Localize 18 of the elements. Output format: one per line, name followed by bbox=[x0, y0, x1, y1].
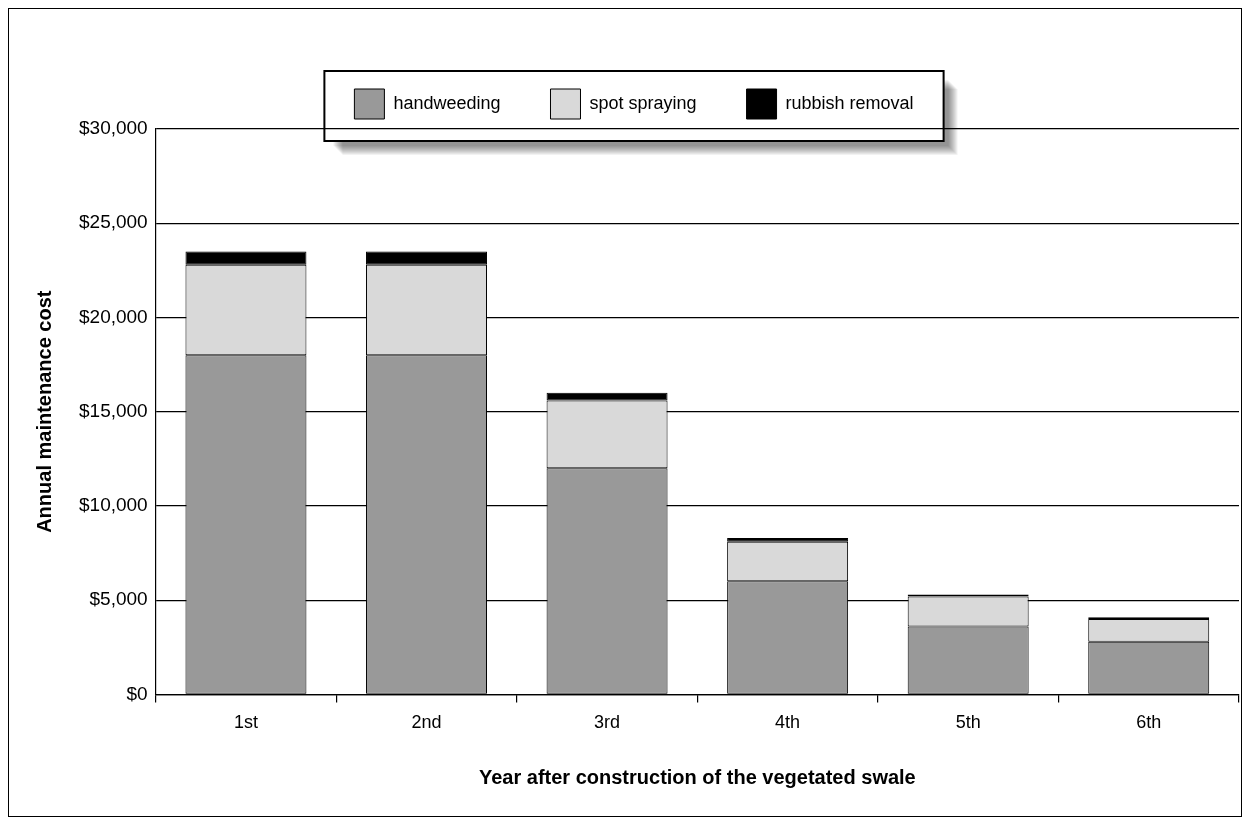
x-tick-label: 3rd bbox=[594, 712, 621, 733]
x-tick-label: 2nd bbox=[411, 712, 442, 733]
y-tick-label: $5,000 bbox=[89, 588, 148, 610]
legend-label: handweeding bbox=[393, 92, 501, 113]
y-tick-label: $15,000 bbox=[78, 399, 148, 421]
y-tick-label: $25,000 bbox=[78, 211, 148, 233]
y-tick-label: $0 bbox=[126, 682, 148, 704]
y-tick-label: $20,000 bbox=[78, 305, 148, 327]
x-tick-label: 5th bbox=[955, 712, 981, 733]
x-axis-title: Year after construction of the vegetated swale bbox=[478, 765, 916, 788]
y-axis-title: Annual maintenance cost bbox=[32, 290, 55, 533]
x-tick-label: 4th bbox=[775, 712, 801, 733]
x-tick-label: 6th bbox=[1136, 712, 1162, 733]
y-tick-label: $10,000 bbox=[78, 494, 148, 516]
legend-label: spot spraying bbox=[589, 92, 697, 113]
y-tick-label: $30,000 bbox=[78, 117, 148, 139]
x-tick-label: 1st bbox=[233, 712, 258, 733]
legend-label: rubbish removal bbox=[785, 92, 914, 113]
